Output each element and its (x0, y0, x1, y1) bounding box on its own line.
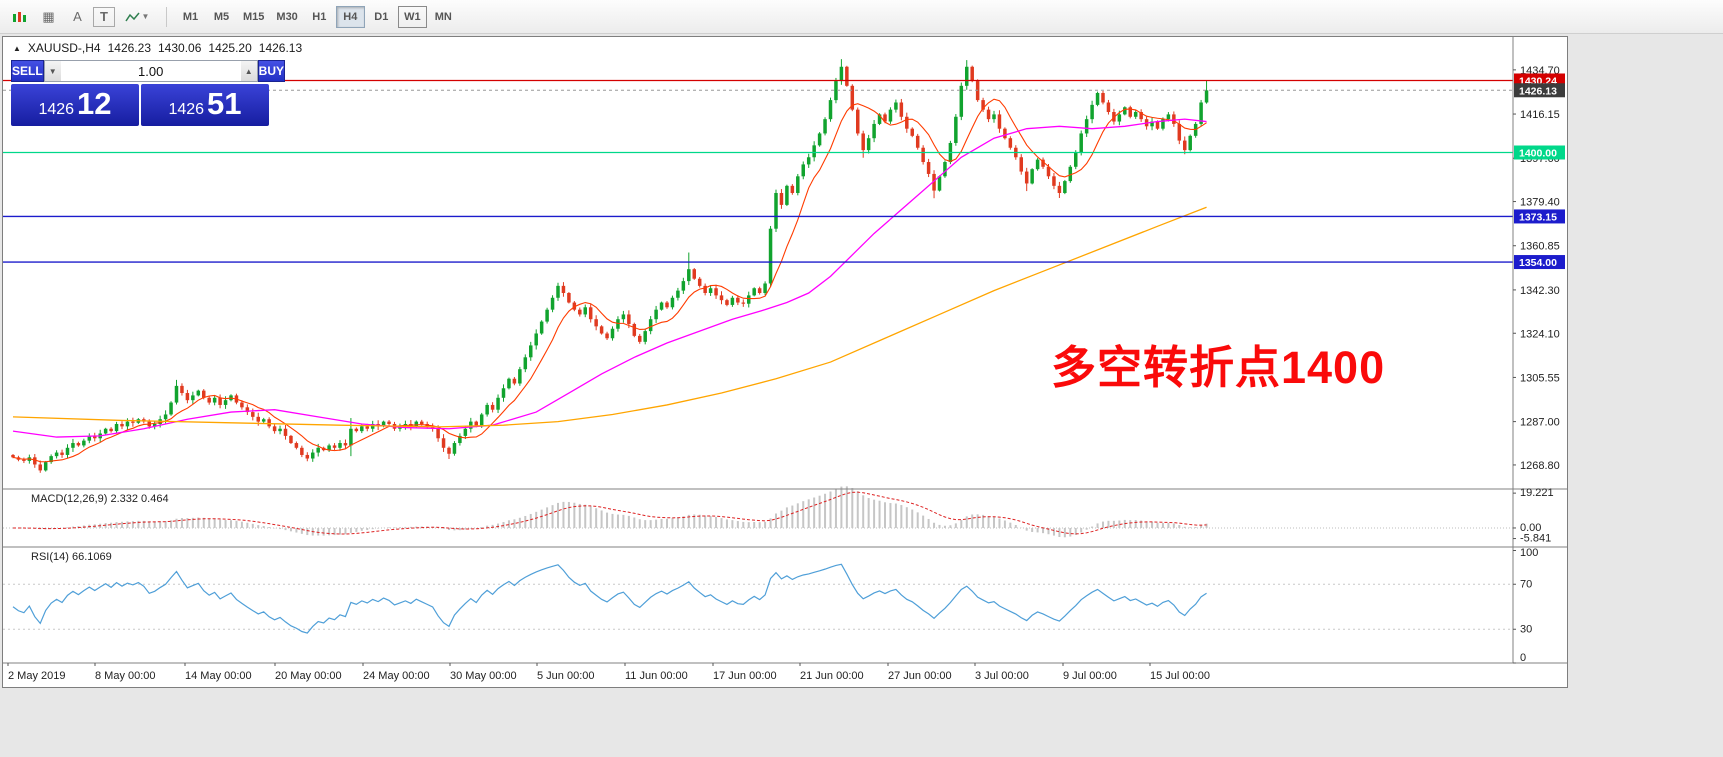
grid-button[interactable]: ▦ (35, 5, 62, 29)
svg-text:27 Jun 00:00: 27 Jun 00:00 (888, 670, 952, 682)
timeframe-button-m1[interactable]: M1 (176, 6, 205, 28)
bid-price-prefix: 1426 (38, 101, 75, 118)
svg-text:5 Jun 00:00: 5 Jun 00:00 (537, 670, 595, 682)
price-chart[interactable]: 1434.701416.151397.601379.401360.851342.… (3, 37, 1567, 687)
svg-text:1400.00: 1400.00 (1519, 148, 1557, 160)
svg-text:8 May 00:00: 8 May 00:00 (95, 670, 156, 682)
text-tool-icon: T (100, 9, 108, 24)
svg-text:1379.40: 1379.40 (1520, 197, 1560, 209)
ohlc-high: 1430.06 (158, 41, 202, 55)
symbol-info: ▲ XAUUSD-,H4 1426.23 1430.06 1425.20 142… (13, 41, 302, 55)
svg-text:1416.15: 1416.15 (1520, 109, 1560, 121)
one-click-trading-widget: SELL ▼ ▲ BUY 1426 12 1426 51 (11, 60, 286, 126)
svg-text:1305.55: 1305.55 (1520, 372, 1560, 384)
buy-button[interactable]: BUY (257, 60, 286, 82)
svg-text:1354.00: 1354.00 (1519, 257, 1557, 269)
candlestick-style-icon (12, 11, 26, 22)
chevron-down-icon: ▼ (141, 12, 150, 21)
macd-label: MACD(12,26,9) 2.332 0.464 (31, 493, 169, 505)
svg-text:2 May 2019: 2 May 2019 (8, 670, 65, 682)
svg-text:30 May 00:00: 30 May 00:00 (450, 670, 517, 682)
svg-text:3 Jul 00:00: 3 Jul 00:00 (975, 670, 1029, 682)
svg-text:11 Jun 00:00: 11 Jun 00:00 (625, 670, 688, 682)
chart-window: 1434.701416.151397.601379.401360.851342.… (2, 36, 1568, 688)
svg-text:14 May 00:00: 14 May 00:00 (185, 670, 252, 682)
timeframe-button-h1[interactable]: H1 (305, 6, 334, 28)
svg-text:1324.10: 1324.10 (1520, 328, 1560, 340)
font-tool-button[interactable]: A (64, 5, 91, 29)
svg-text:1373.15: 1373.15 (1519, 211, 1557, 223)
svg-text:1268.80: 1268.80 (1520, 460, 1560, 472)
toolbar: ▦ A T ▼ M1 M5 M15 M30 H1 H4 D1 W1 MN (0, 0, 1723, 34)
timeframe-button-h4[interactable]: H4 (335, 5, 365, 28)
symbol-name: XAUUSD-,H4 (27, 41, 101, 55)
volume-decrease-button[interactable]: ▼ (44, 61, 61, 81)
indicator-zigzag-icon (124, 12, 140, 21)
ask-price-prefix: 1426 (168, 101, 205, 118)
svg-text:0: 0 (1520, 652, 1526, 664)
volume-stepper: ▼ ▲ (43, 60, 258, 82)
svg-text:1360.85: 1360.85 (1520, 241, 1560, 253)
bid-price-big-digits: 12 (77, 86, 112, 121)
svg-text:15 Jul 00:00: 15 Jul 00:00 (1150, 670, 1210, 682)
ask-price-big-digits: 51 (207, 86, 242, 121)
indicators-button[interactable]: ▼ (117, 5, 157, 29)
timeframe-button-w1[interactable]: W1 (397, 5, 427, 28)
grid-icon: ▦ (42, 8, 55, 24)
chart-annotation: 多空转折点1400 (1051, 342, 1386, 393)
timeframe-button-m30[interactable]: M30 (271, 6, 302, 28)
bid-price[interactable]: 1426 12 (11, 84, 139, 126)
svg-text:0.00: 0.00 (1520, 522, 1541, 534)
svg-text:1287.00: 1287.00 (1520, 417, 1560, 429)
chart-style-button[interactable] (6, 5, 33, 29)
text-tool-button[interactable]: T (93, 6, 115, 27)
up-triangle-icon: ▲ (13, 43, 21, 53)
font-tool-icon: A (73, 9, 82, 24)
svg-text:100: 100 (1520, 547, 1538, 559)
ask-price[interactable]: 1426 51 (141, 84, 269, 126)
rsi-label: RSI(14) 66.1069 (31, 551, 112, 563)
timeframe-button-d1[interactable]: D1 (367, 6, 396, 28)
toolbar-separator (166, 6, 167, 27)
sell-button[interactable]: SELL (11, 60, 44, 82)
timeframe-button-mn[interactable]: MN (429, 6, 458, 28)
volume-increase-button[interactable]: ▲ (240, 61, 257, 81)
svg-text:1426.13: 1426.13 (1519, 85, 1557, 97)
svg-text:70: 70 (1520, 578, 1532, 590)
svg-text:21 Jun 00:00: 21 Jun 00:00 (800, 670, 864, 682)
svg-text:9 Jul 00:00: 9 Jul 00:00 (1063, 670, 1117, 682)
timeframe-button-m15[interactable]: M15 (238, 6, 269, 28)
svg-text:-5.841: -5.841 (1520, 533, 1551, 545)
ohlc-open: 1426.23 (107, 41, 151, 55)
svg-text:17 Jun 00:00: 17 Jun 00:00 (713, 670, 777, 682)
volume-input[interactable] (60, 61, 241, 81)
ohlc-close: 1426.13 (258, 41, 303, 55)
timeframe-button-m5[interactable]: M5 (207, 6, 236, 28)
svg-text:19.221: 19.221 (1520, 487, 1554, 499)
svg-text:20 May 00:00: 20 May 00:00 (275, 670, 342, 682)
svg-text:30: 30 (1520, 623, 1532, 635)
svg-text:1342.30: 1342.30 (1520, 285, 1560, 297)
svg-text:24 May 00:00: 24 May 00:00 (363, 670, 430, 682)
ohlc-low: 1425.20 (208, 41, 252, 55)
